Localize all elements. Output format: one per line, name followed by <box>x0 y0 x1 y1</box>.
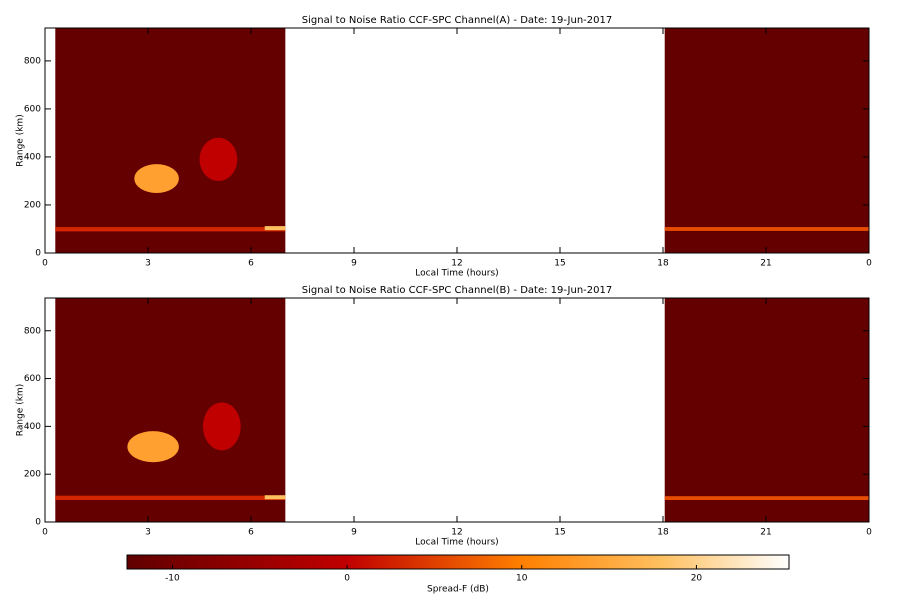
heat-region <box>55 495 286 501</box>
y-tick-label: 200 <box>24 200 41 210</box>
colorbar-tick-label: 10 <box>516 574 528 584</box>
heat-region <box>264 226 286 231</box>
heat-region <box>664 227 869 231</box>
heat-region <box>55 227 286 232</box>
colorbar-tick-label: -10 <box>165 574 180 584</box>
y-tick-label: 800 <box>24 326 41 336</box>
y-tick-label: 200 <box>24 470 41 480</box>
x-tick-label: 0 <box>866 528 872 538</box>
heat-region <box>264 495 286 500</box>
heat-region <box>134 164 179 193</box>
x-axis-label: Local Time (hours) <box>415 538 498 548</box>
colorbar-label: Spread-F (dB) <box>427 585 489 595</box>
chart-title: Signal to Noise Ratio CCF-SPC Channel(A)… <box>302 15 612 26</box>
y-axis-label: Range (km) <box>16 384 26 436</box>
chart-title: Signal to Noise Ratio CCF-SPC Channel(B)… <box>302 285 612 296</box>
x-tick-label: 15 <box>554 528 565 538</box>
x-tick-label: 9 <box>351 528 357 538</box>
x-tick-label: 0 <box>42 528 48 538</box>
heat-region <box>202 402 241 451</box>
x-tick-label: 15 <box>554 259 565 269</box>
x-tick-label: 12 <box>451 528 462 538</box>
x-axis-label: Local Time (hours) <box>415 269 498 279</box>
x-tick-label: 6 <box>248 528 254 538</box>
heat-region <box>55 298 286 522</box>
y-tick-label: 400 <box>24 152 41 162</box>
heat-region <box>127 431 179 463</box>
x-tick-label: 3 <box>145 528 151 538</box>
colorbar-tick-label: 0 <box>344 574 350 584</box>
heat-region <box>664 496 869 501</box>
x-tick-label: 18 <box>657 259 669 269</box>
heat-region <box>199 137 238 181</box>
y-tick-label: 600 <box>24 374 41 384</box>
x-tick-label: 12 <box>451 259 462 269</box>
x-tick-label: 6 <box>248 259 254 269</box>
x-tick-label: 0 <box>42 259 48 269</box>
x-tick-label: 9 <box>351 259 357 269</box>
y-tick-label: 0 <box>35 518 41 528</box>
y-tick-label: 0 <box>35 249 41 259</box>
y-tick-label: 400 <box>24 422 41 432</box>
heat-region <box>664 28 869 253</box>
x-tick-label: 21 <box>760 528 771 538</box>
x-tick-label: 18 <box>657 528 669 538</box>
y-axis-label: Range (km) <box>16 114 26 166</box>
y-tick-label: 800 <box>24 56 41 66</box>
y-tick-label: 600 <box>24 104 41 114</box>
x-tick-label: 3 <box>145 259 151 269</box>
heat-region <box>55 28 286 253</box>
heat-region <box>664 298 869 522</box>
x-tick-label: 21 <box>760 259 771 269</box>
colorbar <box>126 554 790 570</box>
x-tick-label: 0 <box>866 259 872 269</box>
colorbar-tick-label: 20 <box>691 574 703 584</box>
